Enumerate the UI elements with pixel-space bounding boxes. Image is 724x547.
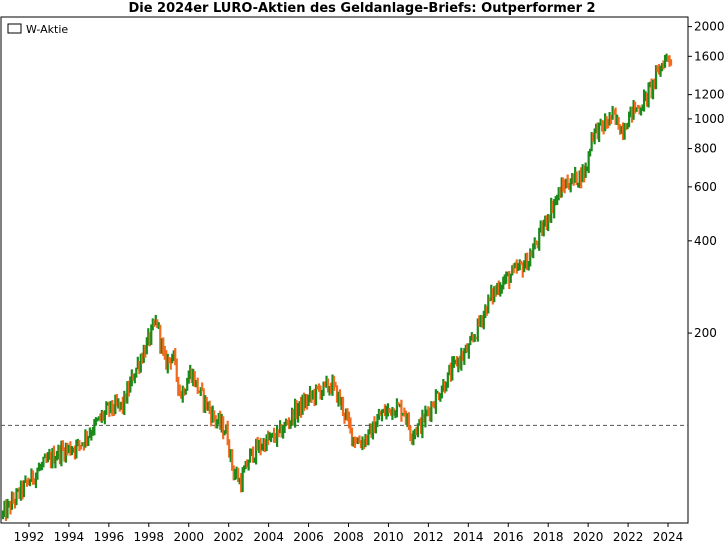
y-tick-label: 2000: [694, 20, 724, 34]
chart-title: Die 2024er LURO-Aktien des Geldanlage-Br…: [128, 1, 596, 16]
x-tick-label: 1998: [134, 530, 165, 544]
y-tick-label: 400: [694, 234, 717, 248]
x-tick-label: 2004: [253, 530, 284, 544]
x-tick-label: 2018: [533, 530, 564, 544]
x-tick-label: 2002: [213, 530, 244, 544]
y-tick-label: 1600: [694, 49, 724, 63]
x-tick-label: 2000: [173, 530, 204, 544]
x-tick-label: 2010: [373, 530, 404, 544]
x-tick-label: 2008: [333, 530, 364, 544]
y-tick-label: 1000: [694, 112, 724, 126]
x-tick-label: 2022: [613, 530, 644, 544]
x-tick-label: 1996: [94, 530, 125, 544]
legend-swatch: [7, 23, 22, 34]
y-tick-label: 200: [694, 326, 717, 340]
x-tick-label: 2020: [573, 530, 604, 544]
x-tick-label: 2014: [453, 530, 484, 544]
x-tick-label: 1992: [14, 530, 45, 544]
x-tick-label: 2024: [653, 530, 684, 544]
x-tick-label: 2012: [413, 530, 444, 544]
x-tick-label: 2016: [493, 530, 524, 544]
y-tick-label: 600: [694, 180, 717, 194]
y-tick-label: 1200: [694, 88, 724, 102]
legend-label: W-Aktie: [26, 23, 68, 36]
x-tick-label: 1994: [54, 530, 85, 544]
plot-frame: [0, 16, 689, 524]
x-tick-label: 2006: [293, 530, 324, 544]
y-tick-label: 800: [694, 142, 717, 156]
